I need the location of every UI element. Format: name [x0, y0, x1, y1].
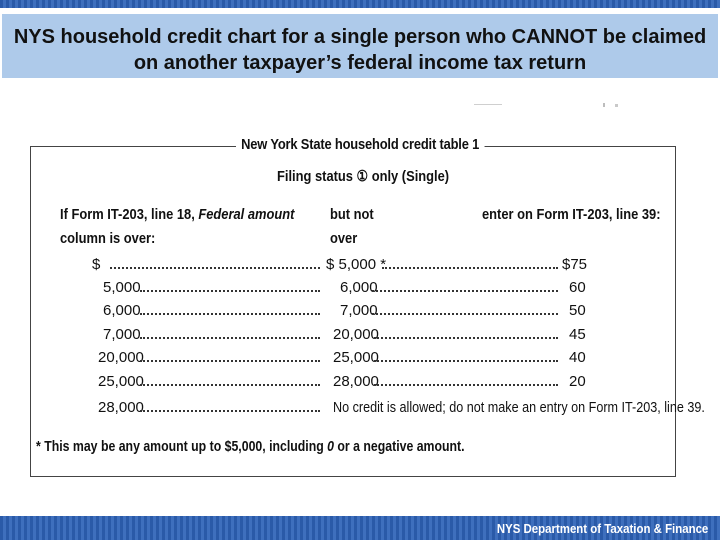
- col1-header-line2: column is over:: [60, 230, 156, 247]
- slide-title: NYS household credit chart for a single …: [13, 26, 707, 74]
- leader-dots: [140, 373, 320, 386]
- row-over-value: 28,000: [98, 399, 144, 416]
- table-row: 28,000 No credit is allowed; do not make…: [0, 399, 720, 419]
- col1-header-line1: If Form IT-203, line 18, Federal amount: [60, 206, 294, 223]
- row-not-over-value: 20,000: [333, 326, 379, 343]
- row-not-over-value: 28,000: [333, 373, 379, 390]
- table-row: 7,000 20,000 45: [0, 326, 720, 346]
- scan-artifact: [603, 103, 605, 107]
- footnote-suffix: or a negative amount.: [334, 438, 465, 455]
- table-title: New York State household credit table 1: [236, 136, 485, 153]
- row-credit-value: 60: [569, 279, 586, 296]
- bottom-decorative-bar: [0, 516, 720, 540]
- slide-title-box: NYS household credit chart for a single …: [2, 14, 718, 78]
- row-credit-value: 20: [569, 373, 586, 390]
- row-over-value: $: [92, 256, 101, 273]
- top-decorative-bar: [0, 0, 720, 8]
- row-credit-value: $75: [562, 256, 588, 273]
- table-subtitle: Filing status ① only (Single): [277, 168, 450, 185]
- leader-dots: [374, 326, 558, 339]
- leader-dots: [374, 373, 558, 386]
- leader-dots: [372, 279, 558, 292]
- row-credit-value: 40: [569, 349, 586, 366]
- scan-artifact: [474, 104, 502, 105]
- leader-dots: [140, 399, 320, 412]
- row-over-value: 6,000: [103, 302, 141, 319]
- row-over-value: 20,000: [98, 349, 144, 366]
- leader-dots: [110, 256, 320, 269]
- table-row: 5,000 6,000 60: [0, 279, 720, 299]
- row-over-value: 7,000: [103, 326, 141, 343]
- leader-dots: [140, 349, 320, 362]
- col3-header: enter on Form IT-203, line 39:: [482, 206, 661, 223]
- col2-header-line1: but not: [330, 206, 374, 223]
- footnote-prefix: * This may be any amount up to $5,000, i…: [36, 438, 328, 455]
- col1-header-italic: Federal amount: [198, 206, 295, 223]
- footer-organization: NYS Department of Taxation & Finance: [496, 521, 708, 536]
- row-credit-value: 45: [569, 326, 586, 343]
- row-not-over-value: 6,000: [340, 279, 378, 296]
- col2-header-line2: over: [330, 230, 358, 247]
- row-over-value: 25,000: [98, 373, 144, 390]
- row-credit-value: 50: [569, 302, 586, 319]
- row-not-over-value: 25,000: [333, 349, 379, 366]
- leader-dots: [382, 256, 558, 269]
- footnote-italic: 0: [327, 438, 335, 455]
- table-row: 6,000 7,000 50: [0, 302, 720, 322]
- table-row: 25,000 28,000 20: [0, 373, 720, 393]
- leader-dots: [140, 326, 320, 339]
- leader-dots: [374, 349, 558, 362]
- table-row: $ $ 5,000 * $75: [0, 256, 720, 276]
- table-row: 20,000 25,000 40: [0, 349, 720, 369]
- row-not-over-value: $ 5,000 *: [326, 256, 387, 273]
- scan-artifact: [615, 104, 618, 107]
- row-over-value: 5,000: [103, 279, 141, 296]
- leader-dots: [140, 279, 320, 292]
- leader-dots: [372, 302, 558, 315]
- leader-dots: [140, 302, 320, 315]
- no-credit-note: No credit is allowed; do not make an ent…: [333, 399, 705, 416]
- col1-header-prefix: If Form IT-203, line 18,: [60, 206, 199, 223]
- row-not-over-value: 7,000: [340, 302, 378, 319]
- table-footnote: * This may be any amount up to $5,000, i…: [36, 438, 465, 455]
